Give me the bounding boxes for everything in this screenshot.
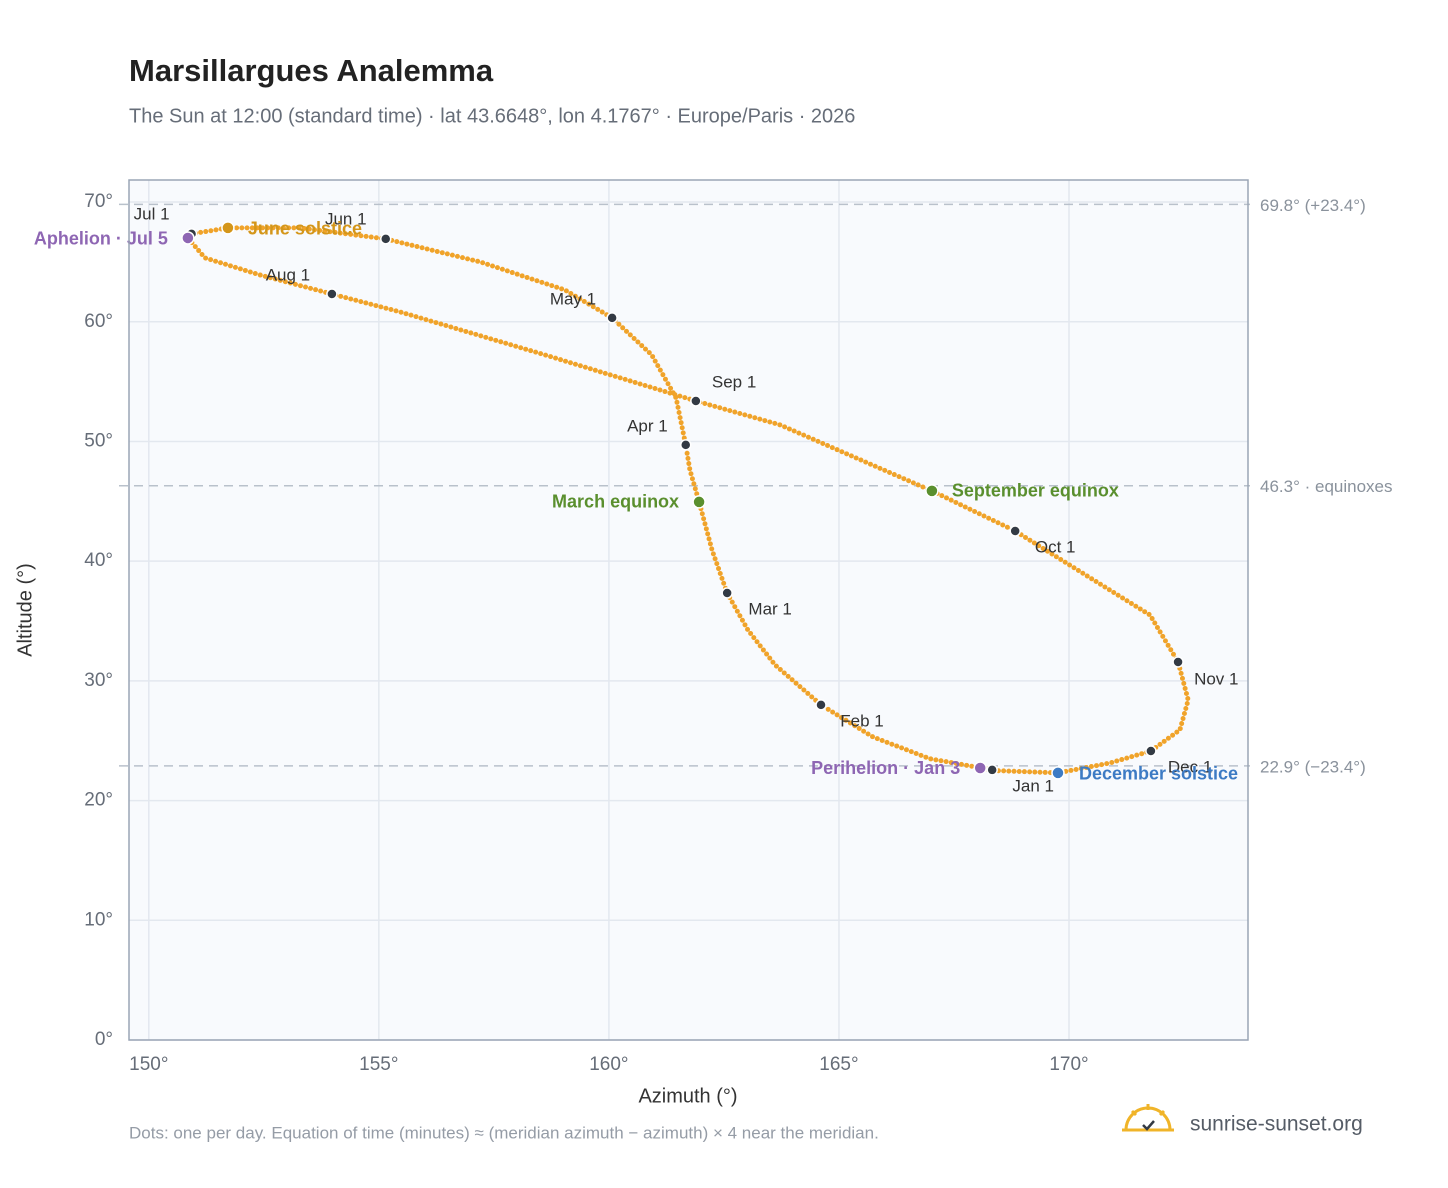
y-tick-label: 10° xyxy=(84,909,113,930)
point-label: Perihelion · Jan 3 xyxy=(811,758,960,778)
x-tick-label: 155° xyxy=(359,1054,398,1075)
x-axis-label: Azimuth (°) xyxy=(638,1085,737,1107)
point-label: Oct 1 xyxy=(1035,537,1076,556)
brand-logo xyxy=(1122,1104,1174,1132)
point xyxy=(925,484,939,498)
y-axis-label: Altitude (°) xyxy=(14,563,36,657)
x-tick-label: 160° xyxy=(589,1054,628,1075)
point xyxy=(1172,656,1184,668)
point xyxy=(379,233,392,245)
x-tick-label: 150° xyxy=(129,1054,168,1075)
point-label: March equinox xyxy=(552,492,679,512)
point-label: Aphelion · Jul 5 xyxy=(34,229,168,249)
point-label: Jun 1 xyxy=(325,209,367,228)
point-label: September equinox xyxy=(952,481,1119,501)
reference-label: 69.8° (+23.4°) xyxy=(1260,196,1366,215)
point-label: December solstice xyxy=(1079,764,1238,784)
point xyxy=(1009,525,1021,537)
point xyxy=(1051,766,1065,780)
y-tick-label: 50° xyxy=(84,430,113,451)
point xyxy=(721,587,733,599)
point-label: Aug 1 xyxy=(266,265,310,284)
y-tick-label: 20° xyxy=(84,790,113,811)
x-tick-label: 170° xyxy=(1049,1054,1088,1075)
brand: sunrise-sunset.org xyxy=(1190,1113,1363,1136)
y-tick-label: 30° xyxy=(84,670,113,691)
point-label: May 1 xyxy=(550,289,596,308)
point-label: Jan 1 xyxy=(1012,776,1054,795)
plot-area xyxy=(129,180,1248,1040)
chart-subtitle: The Sun at 12:00 (standard time) · lat 4… xyxy=(129,105,855,127)
reference-label: 46.3° · equinoxes xyxy=(1260,477,1393,496)
y-tick-label: 70° xyxy=(84,191,113,212)
point-label: Dec 1 xyxy=(1168,758,1212,777)
y-tick-label: 40° xyxy=(84,550,113,571)
point-label: June solstice xyxy=(248,219,362,239)
point-label: Mar 1 xyxy=(748,599,791,618)
point xyxy=(815,699,827,711)
point-label: Jul 1 xyxy=(134,204,170,223)
point-label: Sep 1 xyxy=(712,372,756,391)
point-label: Feb 1 xyxy=(840,711,883,730)
plot-border xyxy=(128,179,1249,1041)
footnote: Dots: one per day. Equation of time (min… xyxy=(129,1123,879,1142)
y-tick-label: 0° xyxy=(95,1029,113,1050)
point xyxy=(326,288,338,300)
point xyxy=(973,761,987,775)
point-label: Apr 1 xyxy=(627,416,668,435)
point xyxy=(679,439,692,451)
reference-label: 22.9° (−23.4°) xyxy=(1260,757,1366,776)
point xyxy=(181,231,195,245)
point xyxy=(692,495,706,509)
point xyxy=(221,221,235,235)
x-tick-label: 165° xyxy=(819,1054,858,1075)
point xyxy=(606,312,618,324)
chart-title: Marsillargues Analemma xyxy=(129,53,494,88)
point xyxy=(986,764,998,776)
y-tick-label: 60° xyxy=(84,311,113,332)
point xyxy=(690,395,702,407)
point-label: Nov 1 xyxy=(1194,669,1238,688)
point xyxy=(1145,745,1157,757)
